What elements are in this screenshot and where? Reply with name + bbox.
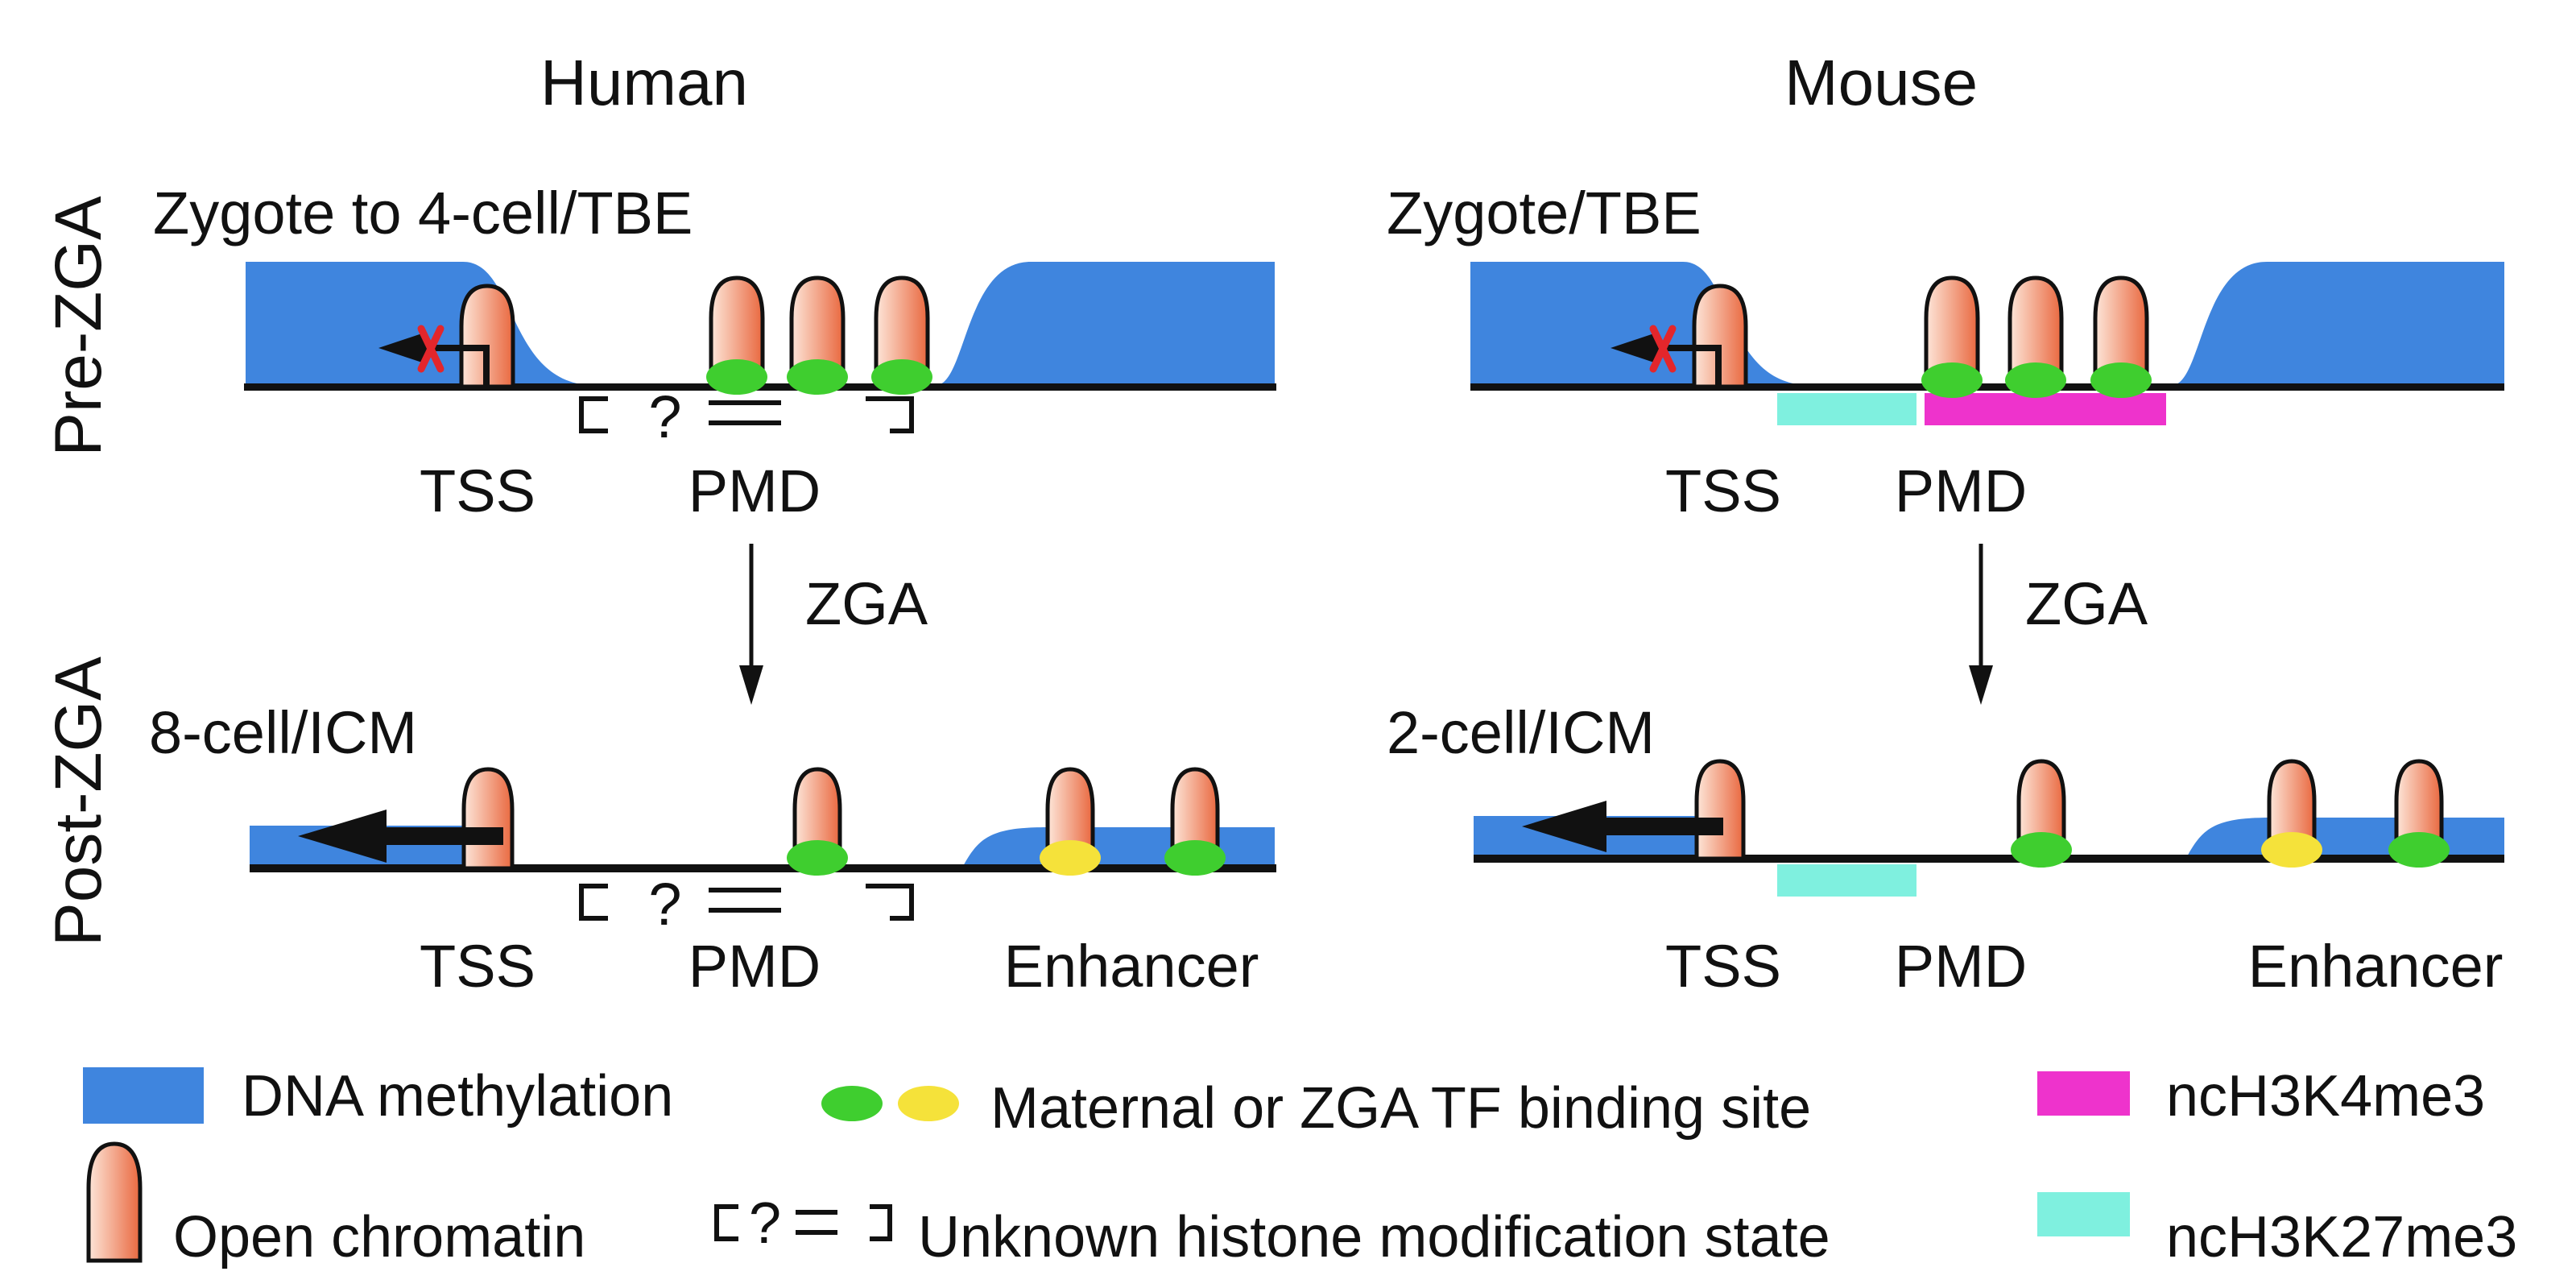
h3k27me3-block bbox=[1777, 864, 1916, 897]
unknown-question-mark: ? bbox=[648, 871, 681, 938]
arrow-down-icon bbox=[739, 544, 763, 705]
enhancer-label: Enhancer bbox=[1004, 933, 1259, 1000]
row-label-post-zga-text: Post-ZGA bbox=[42, 656, 115, 946]
open-chromatin-peak bbox=[2016, 759, 2066, 849]
legend-h3k4me3-swatch bbox=[2037, 1071, 2130, 1116]
open-chromatin-peak bbox=[709, 275, 765, 377]
open-chromatin-peak bbox=[1045, 767, 1095, 859]
tf-binding-site-green bbox=[871, 359, 932, 395]
legend-unknown-histone-swatch bbox=[714, 1204, 892, 1241]
human-post-stage-label: 8-cell/ICM bbox=[149, 699, 417, 766]
tss-label: TSS bbox=[420, 458, 535, 524]
legend: DNA methylation Maternal or ZGA TF bindi… bbox=[83, 1064, 2517, 1269]
legend-tf-yellow-swatch bbox=[898, 1086, 959, 1121]
red-x-icon bbox=[1649, 325, 1677, 373]
methylation-block bbox=[938, 262, 1275, 385]
open-chromatin-peak bbox=[2394, 759, 2444, 849]
mouse-pre-zga-track: Zygote/TBE TSS PMD bbox=[1387, 180, 2504, 524]
enhancer-label: Enhancer bbox=[2248, 933, 2504, 1000]
unknown-histone-state bbox=[579, 884, 914, 921]
open-chromatin-peak bbox=[1694, 759, 1746, 861]
mouse-panel-title: Mouse bbox=[1784, 47, 1978, 118]
red-x-icon bbox=[417, 325, 444, 373]
tf-binding-site-green bbox=[706, 359, 767, 395]
dna-baseline bbox=[1470, 383, 2504, 391]
row-label-pre-zga-text: Pre-ZGA bbox=[42, 196, 115, 457]
human-panel-title: Human bbox=[540, 47, 748, 118]
tf-binding-site-yellow bbox=[2261, 832, 2322, 868]
mouse-post-stage-label: 2-cell/ICM bbox=[1387, 699, 1655, 766]
methylation-block bbox=[1470, 262, 1804, 385]
row-label-post-zga: Post-ZGA bbox=[42, 656, 115, 946]
open-chromatin-peak bbox=[874, 275, 930, 377]
legend-open-chromatin-swatch bbox=[86, 1141, 143, 1263]
open-chromatin-peak bbox=[2093, 275, 2149, 377]
legend-methylation-swatch bbox=[83, 1067, 204, 1124]
tss-label: TSS bbox=[1665, 933, 1781, 1000]
open-chromatin-peak bbox=[1924, 275, 1980, 377]
arrow-left-icon bbox=[1522, 801, 1723, 852]
legend-h3k27me3-label: ncH3K27me3 bbox=[2166, 1205, 2517, 1269]
pmd-label: PMD bbox=[1895, 933, 2027, 1000]
human-zga-label: ZGA bbox=[805, 570, 928, 637]
legend-unknown-histone-label: Unknown histone modification state bbox=[918, 1205, 1830, 1269]
open-chromatin-peak bbox=[2267, 759, 2317, 849]
h3k4me3-block bbox=[1925, 393, 2166, 425]
tf-binding-site-green bbox=[2005, 362, 2066, 398]
mouse-zga-label: ZGA bbox=[2025, 570, 2148, 637]
legend-h3k4me3-label: ncH3K4me3 bbox=[2166, 1064, 2485, 1129]
open-chromatin-peak bbox=[2007, 275, 2064, 377]
row-label-pre-zga: Pre-ZGA bbox=[42, 196, 115, 457]
methylation-block bbox=[2186, 818, 2504, 858]
methylation-block bbox=[2174, 262, 2504, 385]
open-chromatin-peak bbox=[789, 275, 846, 377]
pmd-label: PMD bbox=[688, 458, 821, 524]
methylation-block bbox=[246, 262, 588, 385]
tf-binding-site-green bbox=[787, 840, 848, 876]
mouse-pre-stage-label: Zygote/TBE bbox=[1387, 180, 1701, 246]
open-chromatin-peak bbox=[1692, 284, 1748, 389]
legend-h3k27me3-swatch bbox=[2037, 1192, 2130, 1236]
dna-baseline bbox=[250, 864, 1276, 872]
legend-methylation-label: DNA methylation bbox=[242, 1064, 673, 1129]
tf-binding-site-green bbox=[2388, 832, 2450, 868]
methylation-block bbox=[962, 827, 1275, 868]
h3k27me3-block bbox=[1777, 393, 1916, 425]
tf-binding-site-green bbox=[1164, 840, 1226, 876]
tf-binding-site-green bbox=[1921, 362, 1983, 398]
dna-baseline bbox=[1474, 855, 2504, 863]
human-pre-stage-label: Zygote to 4-cell/TBE bbox=[153, 180, 693, 246]
tss-label: TSS bbox=[1665, 458, 1781, 524]
tf-binding-site-yellow bbox=[1040, 840, 1101, 876]
open-chromatin-peak bbox=[1170, 767, 1220, 859]
tf-binding-site-green bbox=[2011, 832, 2072, 868]
tf-binding-site-green bbox=[787, 359, 848, 395]
arrow-left-icon bbox=[378, 332, 490, 387]
human-post-zga-track: 8-cell/ICM ? TSS PMD Enhancer bbox=[149, 699, 1276, 1000]
pmd-label: PMD bbox=[1895, 458, 2027, 524]
legend-tf-green-swatch bbox=[821, 1086, 883, 1121]
arrow-down-icon bbox=[1969, 544, 1993, 705]
unknown-histone-state bbox=[579, 396, 914, 433]
open-chromatin-peak bbox=[461, 767, 515, 871]
mouse-post-zga-track: 2-cell/ICM TSS PMD Enhancer bbox=[1387, 699, 2504, 1000]
open-chromatin-peak bbox=[792, 767, 842, 859]
human-pre-zga-track: Zygote to 4-cell/TBE ? bbox=[153, 180, 1276, 524]
pmd-label: PMD bbox=[688, 933, 821, 1000]
arrow-left-icon bbox=[1611, 332, 1722, 387]
tss-label: TSS bbox=[420, 933, 535, 1000]
tf-binding-site-green bbox=[2090, 362, 2152, 398]
legend-unknown-question-mark: ? bbox=[749, 1191, 781, 1256]
unknown-question-mark: ? bbox=[648, 383, 681, 450]
legend-open-chromatin-label: Open chromatin bbox=[173, 1205, 585, 1269]
arrow-left-icon bbox=[298, 810, 503, 863]
open-chromatin-peak bbox=[459, 284, 515, 389]
legend-tf-label: Maternal or ZGA TF binding site bbox=[990, 1076, 1811, 1141]
